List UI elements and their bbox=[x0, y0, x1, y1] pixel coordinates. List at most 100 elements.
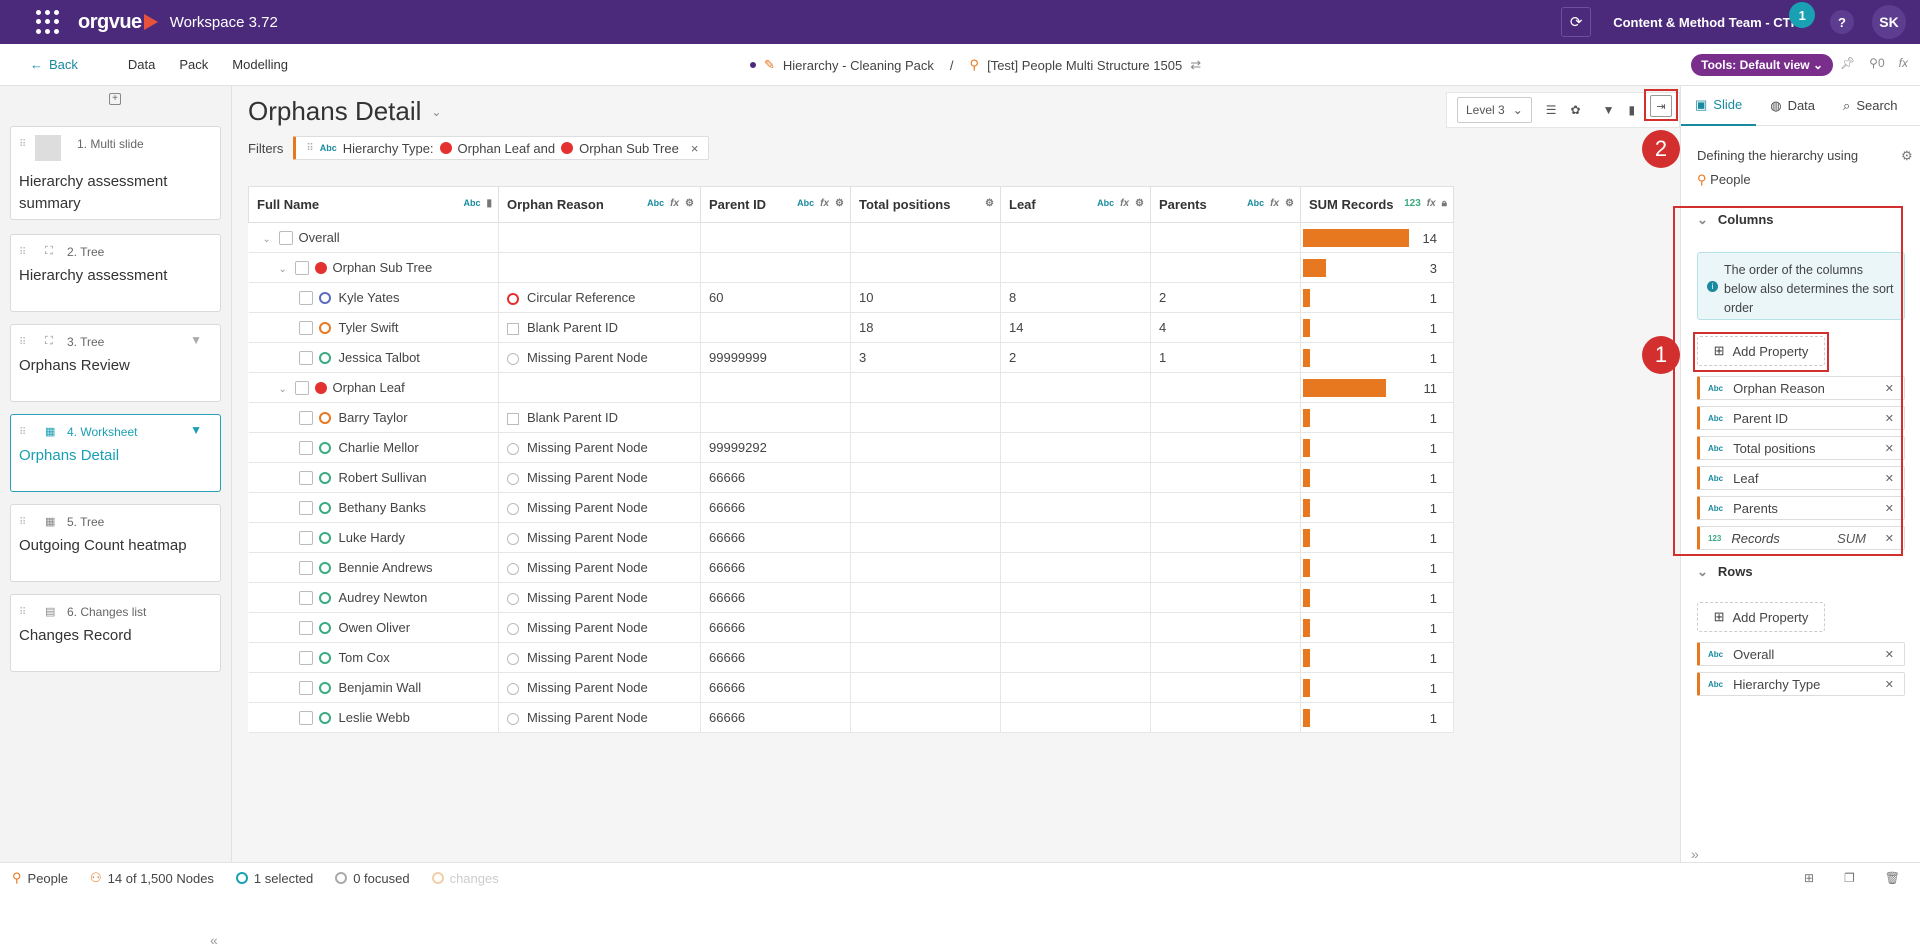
remove-icon[interactable]: ✕ bbox=[1884, 412, 1894, 425]
row-prop-overall[interactable]: Abc Overall ✕ bbox=[1697, 642, 1905, 666]
add-node-icon[interactable]: ⊞ bbox=[1803, 871, 1814, 885]
table-row[interactable]: Robert Sullivan Missing Parent Node 66666 1 bbox=[248, 462, 1454, 493]
slide-card-6[interactable]: ⠿ ▤ 6. Changes list Changes Record bbox=[10, 594, 221, 672]
col-header-full-name[interactable]: Full Name Abc ▮ bbox=[248, 186, 499, 223]
tools-dropdown[interactable]: Tools: Default view ⌄ bbox=[1691, 54, 1833, 76]
table-row[interactable]: ⌄ Overall 14 bbox=[248, 222, 1454, 253]
tab-search[interactable]: ⌕ Search bbox=[1843, 97, 1898, 114]
remove-icon[interactable]: ✕ bbox=[1884, 382, 1894, 395]
table-row[interactable]: Luke Hardy Missing Parent Node 66666 1 bbox=[248, 522, 1454, 553]
fx-icon[interactable]: fx bbox=[1270, 198, 1280, 209]
row-checkbox[interactable] bbox=[298, 501, 313, 516]
table-row[interactable]: Tom Cox Missing Parent Node 66666 1 bbox=[248, 642, 1454, 673]
add-column-property-button[interactable]: ⊞ Add Property bbox=[1697, 336, 1825, 366]
fx-icon[interactable]: fx bbox=[1426, 198, 1436, 209]
status-focused[interactable]: 0 focused bbox=[335, 871, 410, 886]
remove-icon[interactable]: ✕ bbox=[1884, 502, 1894, 515]
row-checkbox[interactable] bbox=[298, 561, 313, 576]
slide-card-1[interactable]: ⠿ 1. Multi slide Hierarchy assessment su… bbox=[10, 126, 221, 220]
row-checkbox[interactable] bbox=[298, 681, 313, 696]
gear-icon[interactable]: ⚙ bbox=[1285, 198, 1294, 209]
row-checkbox[interactable] bbox=[298, 531, 313, 546]
chevron-down-icon[interactable]: ⌄ bbox=[278, 263, 287, 275]
table-row[interactable]: Owen Oliver Missing Parent Node 66666 1 bbox=[248, 612, 1454, 643]
column-prop-parent-id[interactable]: Abc Parent ID ✕ bbox=[1697, 406, 1905, 430]
lock-icon[interactable]: 🔒︎ bbox=[1441, 198, 1447, 209]
row-checkbox[interactable] bbox=[298, 651, 313, 666]
row-checkbox[interactable] bbox=[298, 441, 313, 456]
row-checkbox[interactable] bbox=[298, 291, 313, 306]
collapse-right-icon[interactable]: » bbox=[1691, 846, 1699, 862]
column-prop-records[interactable]: 123 Records SUM ✕ bbox=[1697, 526, 1905, 550]
columns-section[interactable]: ⌄ Columns bbox=[1697, 212, 1774, 227]
row-checkbox[interactable] bbox=[298, 591, 313, 606]
remove-filter-icon[interactable]: × bbox=[690, 140, 699, 156]
column-prop-total-positions[interactable]: Abc Total positions ✕ bbox=[1697, 436, 1905, 460]
nav-modelling[interactable]: Modelling bbox=[232, 57, 288, 72]
fx-icon[interactable]: fx bbox=[820, 198, 830, 209]
fx-icon[interactable]: fx bbox=[1120, 198, 1130, 209]
col-header-leaf[interactable]: Leaf Abc fx ⚙ bbox=[1000, 186, 1151, 223]
gear-icon[interactable]: ⚙ bbox=[835, 198, 844, 209]
row-checkbox[interactable] bbox=[298, 411, 313, 426]
palette-icon[interactable]: ✿ bbox=[1570, 103, 1581, 117]
table-row[interactable]: Bennie Andrews Missing Parent Node 66666 1 bbox=[248, 552, 1454, 583]
app-grid-icon[interactable] bbox=[36, 10, 60, 34]
chevron-down-icon[interactable]: ⌄ bbox=[278, 383, 287, 395]
slide-card-2[interactable]: ⠿ ⛶ 2. Tree Hierarchy assessment bbox=[10, 234, 221, 312]
help-button[interactable]: ? bbox=[1830, 10, 1854, 34]
drag-handle-icon[interactable]: ⠿ bbox=[306, 142, 314, 154]
col-header-parents[interactable]: Parents Abc fx ⚙ bbox=[1150, 186, 1301, 223]
drag-handle-icon[interactable]: ⠿ bbox=[19, 607, 26, 618]
remove-icon[interactable]: ✕ bbox=[1884, 678, 1894, 691]
aggregation-label[interactable]: SUM bbox=[1837, 530, 1866, 546]
fx-icon[interactable]: fx bbox=[670, 198, 680, 209]
comment-icon[interactable]: ▮ bbox=[1628, 103, 1636, 117]
drag-handle-icon[interactable]: ⠿ bbox=[19, 427, 26, 438]
drag-handle-icon[interactable]: ⠿ bbox=[19, 337, 26, 348]
row-checkbox[interactable] bbox=[294, 261, 309, 276]
status-changes[interactable]: changes bbox=[431, 871, 499, 886]
add-slide-icon[interactable]: + bbox=[109, 93, 121, 105]
fx-icon[interactable]: fx bbox=[1898, 56, 1908, 70]
table-row[interactable]: ⌄ Orphan Leaf 11 bbox=[248, 372, 1454, 403]
people-dataset[interactable]: ⚲ People bbox=[1697, 172, 1751, 187]
gear-icon[interactable]: ⚙ bbox=[1135, 198, 1144, 209]
table-row[interactable]: Jessica Talbot Missing Parent Node 9999999… bbox=[248, 342, 1454, 373]
notification-badge[interactable]: 1 bbox=[1789, 2, 1816, 28]
row-checkbox[interactable] bbox=[298, 711, 313, 726]
dataset-link[interactable]: [Test] People Multi Structure 1505 bbox=[987, 57, 1183, 73]
gear-icon[interactable]: ⚙ bbox=[1901, 148, 1913, 163]
sync-icon[interactable]: ⟳ bbox=[1561, 7, 1592, 37]
row-checkbox[interactable] bbox=[298, 471, 313, 486]
export-icon[interactable]: ⇥ bbox=[1650, 95, 1672, 117]
filter-icon[interactable]: ▼ bbox=[1602, 103, 1615, 117]
row-checkbox[interactable] bbox=[294, 381, 309, 396]
remove-icon[interactable]: ✕ bbox=[1884, 532, 1894, 545]
row-checkbox[interactable] bbox=[298, 321, 313, 336]
delete-icon[interactable]: 🗑︎ bbox=[1884, 871, 1900, 885]
col-header-total-positions[interactable]: Total positions ⚙ bbox=[850, 186, 1001, 223]
table-row[interactable]: Leslie Webb Missing Parent Node 66666 1 bbox=[248, 702, 1454, 733]
avatar[interactable]: SK bbox=[1872, 5, 1906, 39]
slide-card-3[interactable]: ⠿ ⛶ 3. Tree ▼ Orphans Review bbox=[10, 324, 221, 402]
table-row[interactable]: Benjamin Wall Missing Parent Node 66666 1 bbox=[248, 672, 1454, 703]
back-button[interactable]: ← Back bbox=[30, 57, 78, 72]
swap-icon[interactable]: ⇄ bbox=[1190, 57, 1202, 72]
table-row[interactable]: Charlie Mellor Missing Parent Node 9999929… bbox=[248, 432, 1454, 463]
table-row[interactable]: Barry Taylor Blank Parent ID 1 bbox=[248, 402, 1454, 433]
row-prop-hierarchy-type[interactable]: Abc Hierarchy Type ✕ bbox=[1697, 672, 1905, 696]
collapse-left-icon[interactable]: « bbox=[210, 932, 218, 948]
bookmark-icon[interactable]: ▮ bbox=[486, 198, 492, 209]
user-count[interactable]: ⚲0 bbox=[1869, 56, 1885, 70]
row-checkbox[interactable] bbox=[278, 231, 293, 246]
nav-pack[interactable]: Pack bbox=[179, 57, 209, 72]
rows-section[interactable]: ⌄ Rows bbox=[1697, 564, 1753, 579]
column-prop-leaf[interactable]: Abc Leaf ✕ bbox=[1697, 466, 1905, 490]
filter-chip[interactable]: ⠿ Abc Hierarchy Type: Orphan Leaf and Or… bbox=[293, 136, 710, 160]
row-checkbox[interactable] bbox=[298, 351, 313, 366]
col-header-orphan-reason[interactable]: Orphan Reason Abc fx ⚙ bbox=[498, 186, 701, 223]
table-row[interactable]: Tyler Swift Blank Parent ID 18 14 4 1 bbox=[248, 312, 1454, 343]
column-prop-orphan-reason[interactable]: Abc Orphan Reason ✕ bbox=[1697, 376, 1905, 400]
table-row[interactable]: ⌄ Orphan Sub Tree 3 bbox=[248, 252, 1454, 283]
